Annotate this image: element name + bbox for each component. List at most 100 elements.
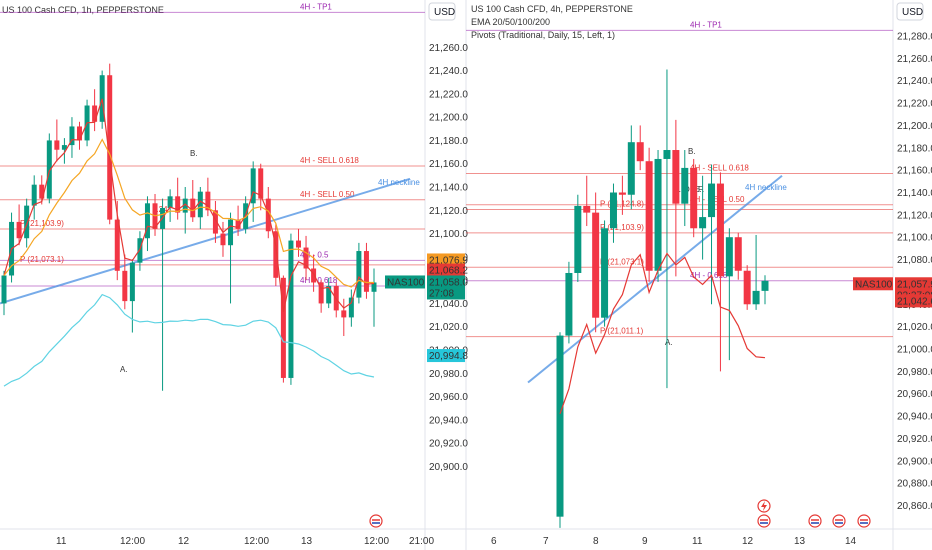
left-candle-14[interactable] bbox=[107, 63, 113, 225]
right-price-tick-19: 21,240.0 bbox=[897, 76, 932, 87]
left-candle-12[interactable] bbox=[92, 89, 98, 132]
left-chart-label-8: B. bbox=[190, 149, 198, 158]
us-flag-event-icon[interactable] bbox=[757, 514, 771, 528]
right-candle-7[interactable] bbox=[618, 175, 626, 215]
right-candle-22[interactable] bbox=[752, 234, 760, 310]
right-price-tick-16: 21,180.0 bbox=[897, 143, 932, 154]
right-ema-line-0 bbox=[559, 252, 766, 415]
left-price-tick-17: 21,240.0 bbox=[429, 66, 468, 77]
left-candle-34[interactable] bbox=[258, 163, 264, 211]
right-price-tick-7: 21,000.0 bbox=[897, 345, 932, 356]
right-candle-14[interactable] bbox=[681, 150, 689, 227]
left-candle-6[interactable] bbox=[46, 133, 52, 204]
left-candle-0[interactable] bbox=[1, 270, 7, 316]
left-candle-16[interactable] bbox=[122, 254, 128, 310]
right-price-tick-20: 21,260.0 bbox=[897, 54, 932, 65]
right-price-tick-11: 21,080.0 bbox=[897, 255, 932, 266]
us-flag-event-icon[interactable] bbox=[832, 514, 846, 528]
left-time-tick-6: 21:00 bbox=[409, 536, 434, 547]
left-candle-9[interactable] bbox=[69, 117, 75, 158]
left-candle-28[interactable] bbox=[212, 200, 218, 243]
right-candle-11[interactable] bbox=[654, 150, 662, 282]
us-flag-event-icon[interactable] bbox=[369, 514, 383, 528]
left-neckline-trendline[interactable] bbox=[0, 177, 411, 305]
left-candle-18[interactable] bbox=[137, 231, 143, 271]
left-candle-39[interactable] bbox=[295, 228, 301, 257]
left-candle-25[interactable] bbox=[190, 180, 196, 222]
left-time-tick-1: 12:00 bbox=[120, 536, 145, 547]
right-currency-button[interactable]: USD bbox=[896, 2, 924, 21]
right-symbol-badge: NAS100 bbox=[855, 279, 893, 290]
left-candle-4[interactable] bbox=[31, 175, 37, 220]
right-price-tick-21: 21,280.0 bbox=[897, 32, 932, 43]
right-candle-1[interactable] bbox=[565, 261, 573, 344]
left-drawings[interactable]: 4H - TP1 4H - SELL 0.618 4H - SELL 0.50 4H … bbox=[0, 2, 425, 374]
left-candle-26[interactable] bbox=[197, 187, 203, 229]
right-candle-13[interactable] bbox=[672, 119, 680, 277]
right-candle-20[interactable] bbox=[734, 232, 742, 280]
right-price-tick-2: 20,900.0 bbox=[897, 456, 932, 467]
left-candle-38[interactable] bbox=[288, 233, 294, 385]
left-candle-36[interactable] bbox=[273, 224, 279, 286]
right-candle-8[interactable] bbox=[627, 125, 635, 210]
left-candle-45[interactable] bbox=[341, 298, 347, 337]
right-candle-17[interactable] bbox=[708, 164, 716, 305]
left-candle-46[interactable] bbox=[348, 289, 354, 327]
right-candle-3[interactable] bbox=[583, 175, 591, 227]
right-chart-label-9: B. bbox=[688, 147, 696, 156]
left-candle-42[interactable] bbox=[318, 280, 324, 313]
left-candle-19[interactable] bbox=[144, 196, 150, 252]
right-candle-21[interactable] bbox=[743, 265, 751, 310]
left-candle-7[interactable] bbox=[54, 119, 60, 162]
time-axis[interactable]: 11 12:00 12 12:00 13 12:00 21:00 6 7 8 9 11 12 13 14 bbox=[56, 536, 857, 547]
lightning-event-icon[interactable] bbox=[757, 499, 771, 513]
left-chart-label-1: 4H - SELL 0.618 bbox=[300, 156, 359, 165]
right-candle-2[interactable] bbox=[574, 194, 582, 282]
right-ema-lines bbox=[559, 252, 766, 415]
left-time-tick-3: 12:00 bbox=[244, 536, 269, 547]
left-candle-8[interactable] bbox=[61, 138, 67, 164]
left-candle-10[interactable] bbox=[77, 121, 83, 150]
left-candles[interactable] bbox=[1, 63, 377, 391]
left-currency-button[interactable]: USD bbox=[428, 2, 456, 21]
left-candle-40[interactable] bbox=[303, 235, 309, 281]
right-candle-16[interactable] bbox=[699, 175, 707, 260]
right-candle-9[interactable] bbox=[636, 125, 644, 171]
left-time-tick-2: 12 bbox=[178, 536, 190, 547]
left-price-tick-2: 20,940.0 bbox=[429, 415, 468, 426]
left-candle-22[interactable] bbox=[167, 189, 173, 222]
right-candle-4[interactable] bbox=[592, 192, 600, 333]
left-price-tag-0: 21,076.9 bbox=[427, 253, 468, 267]
left-candle-2[interactable] bbox=[16, 204, 22, 246]
left-candle-47[interactable] bbox=[356, 242, 362, 304]
us-flag-event-icon[interactable] bbox=[857, 514, 871, 528]
right-candles[interactable] bbox=[556, 69, 769, 528]
left-candle-24[interactable] bbox=[182, 187, 188, 234]
left-ema-line-0 bbox=[3, 98, 375, 312]
right-price-tick-6: 20,980.0 bbox=[897, 367, 932, 378]
right-candle-6[interactable] bbox=[609, 183, 617, 243]
left-candle-37[interactable] bbox=[280, 275, 286, 383]
left-chart-label-10: 1.24 bbox=[152, 205, 168, 214]
left-candle-29[interactable] bbox=[220, 221, 226, 257]
right-candle-19[interactable] bbox=[725, 228, 733, 361]
left-price-tick-7: 21,040.0 bbox=[429, 299, 468, 310]
left-candle-48[interactable] bbox=[363, 242, 369, 299]
economic-event-icons[interactable] bbox=[369, 499, 871, 528]
left-candle-17[interactable] bbox=[129, 259, 135, 333]
left-candle-43[interactable] bbox=[326, 277, 332, 309]
right-candle-15[interactable] bbox=[690, 158, 698, 238]
left-price-tag-text-1: 21,068.2 bbox=[429, 266, 468, 277]
left-candle-30[interactable] bbox=[228, 212, 234, 304]
left-candle-23[interactable] bbox=[175, 177, 181, 220]
us-flag-event-icon[interactable] bbox=[808, 514, 822, 528]
right-candle-18[interactable] bbox=[716, 172, 724, 372]
right-candle-12[interactable] bbox=[663, 69, 671, 389]
right-candle-23[interactable] bbox=[761, 275, 769, 305]
right-candle-0[interactable] bbox=[556, 332, 564, 528]
right-candle-5[interactable] bbox=[601, 220, 609, 327]
left-candle-49[interactable] bbox=[371, 268, 377, 327]
left-candle-27[interactable] bbox=[205, 177, 211, 217]
right-candle-10[interactable] bbox=[645, 147, 653, 282]
